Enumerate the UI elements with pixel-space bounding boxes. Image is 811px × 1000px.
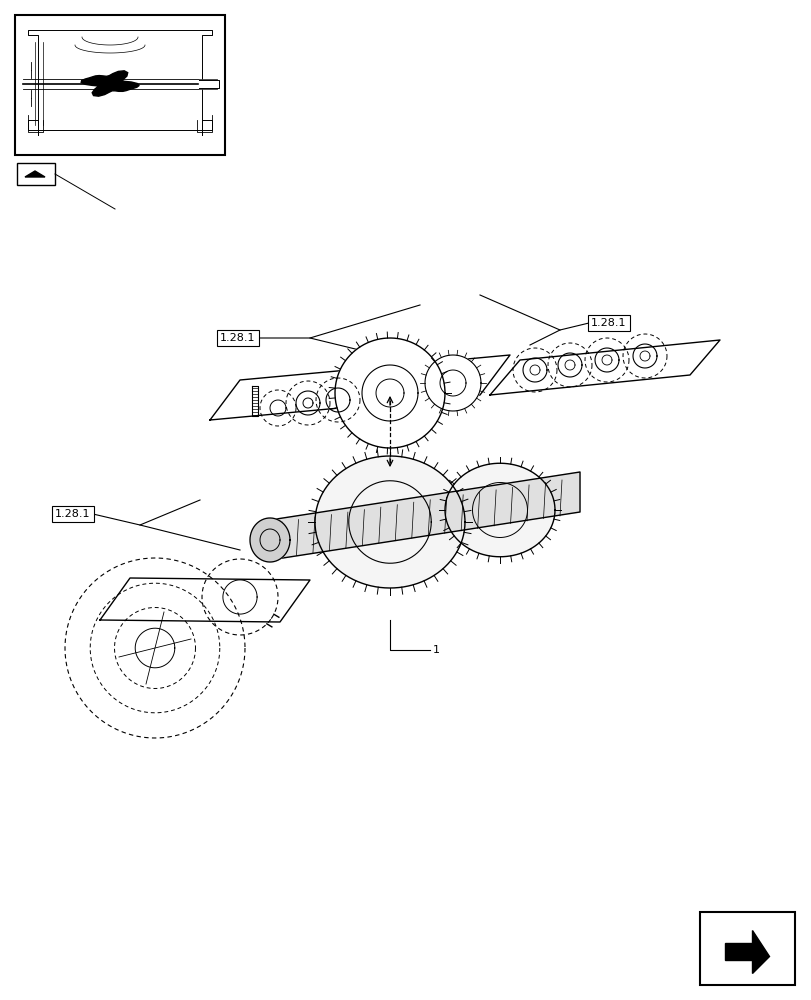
Bar xyxy=(17,163,55,185)
Polygon shape xyxy=(81,71,139,96)
Bar xyxy=(699,912,794,985)
Polygon shape xyxy=(315,456,465,588)
Text: 1.28.1: 1.28.1 xyxy=(220,333,255,343)
Polygon shape xyxy=(489,340,719,395)
Polygon shape xyxy=(100,578,310,622)
Text: 1: 1 xyxy=(432,645,440,655)
Polygon shape xyxy=(724,930,769,973)
Polygon shape xyxy=(210,355,509,420)
Polygon shape xyxy=(25,171,45,177)
Text: 1.28.1: 1.28.1 xyxy=(590,318,626,328)
Polygon shape xyxy=(424,355,480,411)
Bar xyxy=(15,15,225,155)
Polygon shape xyxy=(270,472,579,560)
Polygon shape xyxy=(250,518,290,562)
Polygon shape xyxy=(335,338,444,448)
Text: 1.28.1: 1.28.1 xyxy=(55,509,91,519)
Polygon shape xyxy=(444,463,554,557)
Polygon shape xyxy=(199,80,219,88)
